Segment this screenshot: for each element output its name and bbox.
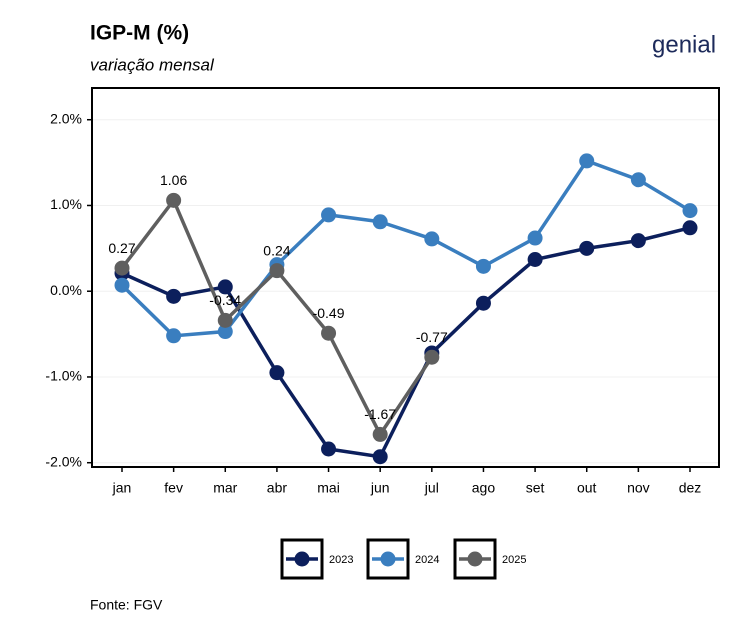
x-tick-label: out: [577, 480, 597, 496]
data-point: [372, 449, 388, 465]
x-tick-label: mai: [317, 480, 340, 496]
data-label: -0.34: [209, 292, 241, 308]
data-point: [682, 220, 698, 236]
x-tick-label: set: [526, 480, 545, 496]
data-point: [321, 441, 337, 457]
data-point: [166, 288, 182, 304]
data-point: [424, 349, 440, 365]
data-point: [269, 365, 285, 381]
data-label: -0.49: [313, 305, 345, 321]
data-label: 1.06: [160, 172, 187, 188]
data-label: -0.77: [416, 329, 448, 345]
legend-dot: [380, 551, 396, 567]
data-point: [321, 325, 337, 341]
data-label: 0.27: [108, 240, 135, 256]
legend-label: 2023: [329, 554, 353, 566]
legend-dot: [467, 551, 483, 567]
x-tick-label: nov: [627, 480, 650, 496]
y-tick-label: -1.0%: [45, 368, 82, 384]
data-point: [579, 153, 595, 169]
chart-title: IGP-M (%): [90, 22, 189, 45]
plot-frame: [91, 87, 720, 468]
data-point: [114, 277, 130, 293]
chart-subtitle: variação mensal: [90, 55, 215, 74]
x-tick-label: dez: [679, 480, 702, 496]
data-point: [166, 328, 182, 344]
x-tick-label: mar: [213, 480, 237, 496]
x-tick-label: ago: [472, 480, 496, 496]
data-point: [630, 172, 646, 188]
x-tick-label: jun: [370, 480, 390, 496]
data-point: [527, 251, 543, 267]
series-line: [120, 196, 434, 438]
x-tick-label: fev: [164, 480, 183, 496]
y-tick-label: -2.0%: [45, 453, 82, 469]
source-note: Fonte: FGV: [90, 597, 163, 613]
data-point: [579, 240, 595, 256]
data-point: [269, 263, 285, 279]
data-label: -1.67: [364, 406, 396, 422]
data-label: 0.24: [263, 242, 290, 258]
data-point: [682, 203, 698, 219]
y-tick-label: 1.0%: [50, 196, 82, 212]
data-point: [166, 192, 182, 208]
data-point: [217, 279, 233, 295]
legend-dot: [294, 551, 310, 567]
data-point: [217, 312, 233, 328]
data-point: [475, 295, 491, 311]
x-tick-label: jan: [112, 480, 132, 496]
data-point: [527, 230, 543, 246]
data-point: [217, 324, 233, 340]
legend-label: 2025: [502, 554, 526, 566]
data-point: [321, 207, 337, 223]
series-line: [121, 226, 691, 459]
x-tick-label: jul: [424, 480, 439, 496]
data-point: [114, 260, 130, 276]
data-point: [372, 214, 388, 230]
y-tick-label: 0.0%: [50, 282, 82, 298]
legend-label: 2024: [415, 554, 439, 566]
x-tick-label: abr: [267, 480, 288, 496]
brand-logo: genial: [652, 31, 716, 58]
data-point: [630, 233, 646, 249]
data-point: [372, 426, 388, 442]
data-point: [424, 231, 440, 247]
data-point: [475, 258, 491, 274]
y-tick-label: 2.0%: [50, 110, 82, 126]
series-line: [120, 158, 691, 338]
